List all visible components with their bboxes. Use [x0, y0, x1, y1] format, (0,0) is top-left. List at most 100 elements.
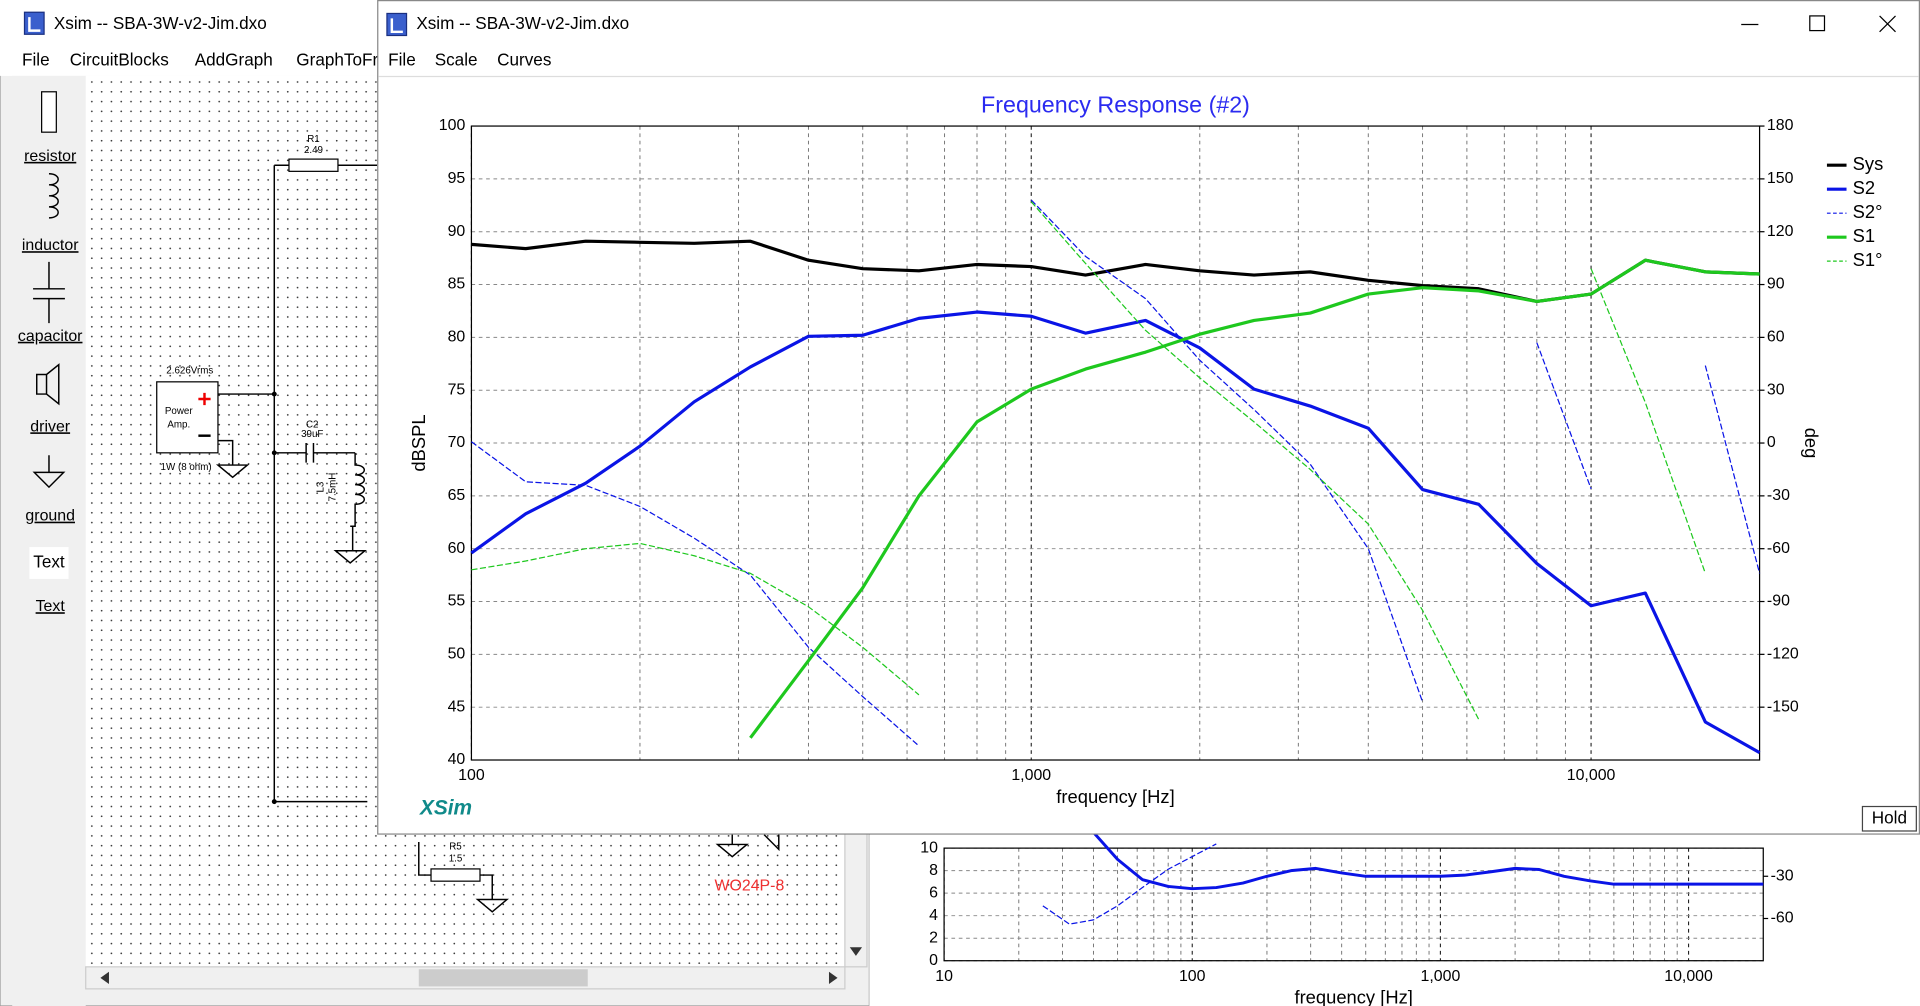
x-tick-label: 10,000	[1567, 767, 1616, 784]
legend-label: S1	[1853, 225, 1875, 246]
part-label: C2	[306, 419, 319, 430]
part-value: 1W (8 ohm)	[161, 462, 212, 473]
plus-sign	[198, 392, 211, 406]
hold-label[interactable]: Hold	[1872, 807, 1907, 827]
y-tick-label: 65	[448, 487, 466, 504]
tool-button[interactable]: driver	[30, 418, 70, 435]
menu-item[interactable]: Curves	[497, 50, 551, 70]
x-axis-label: frequency [Hz]	[1294, 987, 1412, 1006]
part-value: 2.626Vrms	[166, 365, 213, 376]
r1	[288, 158, 339, 172]
x-tick-label: 10,000	[1664, 968, 1713, 985]
app-icon-glyph	[28, 17, 41, 32]
x-tick-label: 10	[935, 968, 953, 985]
maximize-button[interactable]	[1809, 15, 1826, 32]
y2-tick-label: -30	[1771, 867, 1794, 884]
part-label: R5	[449, 841, 462, 852]
r5	[430, 868, 481, 882]
text-tool-box	[29, 547, 69, 579]
y-tick-label: 50	[448, 646, 466, 663]
series-line	[471, 199, 1761, 747]
y-tick-label: 80	[448, 329, 466, 346]
plot: 100 1,000 10,000 40 45 50 55 60 65 70 75 80 85 90 95 10…	[408, 92, 1883, 807]
plot: 10 100 1,000 10,000 0 2 4 6 8 10 -30 -60 frequency […	[920, 831, 1794, 1006]
legend-label: S2	[1853, 177, 1875, 198]
app-icon-glyph	[390, 18, 403, 34]
series-line	[1042, 843, 1217, 925]
tool-button[interactable]: ground	[25, 508, 75, 525]
menu-item[interactable]: GraphToFr	[296, 50, 378, 70]
x-tick-label: 1,000	[1011, 767, 1051, 784]
scroll-arrow[interactable]	[849, 947, 863, 956]
series-line	[471, 201, 1706, 720]
x-axis-label: frequency [Hz]	[1056, 786, 1174, 807]
y2-tick-label: 120	[1767, 223, 1794, 240]
driver-model: WO24P-8	[714, 877, 784, 894]
series-line	[749, 258, 1760, 739]
plot-area	[944, 848, 1764, 961]
ground-icon	[32, 455, 66, 489]
hold-button[interactable]	[1861, 805, 1917, 832]
y-tick-label: 4	[929, 907, 938, 924]
part-value: 1.5	[449, 854, 463, 865]
y-axis-label: dBSPL	[408, 414, 429, 471]
ground	[333, 549, 367, 564]
driver-icon	[36, 363, 60, 406]
part-value: 7.5mH	[328, 473, 339, 502]
part-label: R1	[307, 134, 320, 145]
y-tick-label: 10	[920, 839, 938, 856]
tool-button[interactable]: capacitor	[18, 328, 83, 345]
menu-item[interactable]: Scale	[435, 50, 478, 70]
y-tick-label: 70	[448, 434, 466, 451]
y-tick-label: 6	[929, 884, 938, 901]
y-tick-label: 85	[448, 276, 466, 293]
y2-tick-label: 150	[1767, 170, 1794, 187]
tool-button[interactable]: Text	[33, 552, 65, 572]
tool-button[interactable]: resistor	[24, 148, 77, 165]
y2-axis-label: deg	[1801, 428, 1822, 459]
menu-item[interactable]: File	[22, 50, 50, 70]
part-label: Power	[165, 406, 193, 417]
y-tick-label: 60	[448, 540, 466, 557]
capacitor-icon	[33, 261, 65, 324]
menu-item[interactable]: CircuitBlocks	[70, 50, 169, 70]
part-value: 39uF	[301, 429, 323, 440]
y-tick-label: 8	[929, 862, 938, 879]
menu-item[interactable]: AddGraph	[195, 50, 273, 70]
close-button[interactable]	[1879, 15, 1896, 33]
window-title: Xsim -- SBA-3W-v2-Jim.dxo	[54, 13, 267, 33]
part-label: Amp.	[167, 419, 190, 430]
x-tick-label: 100	[1179, 968, 1206, 985]
y-tick-label: 40	[448, 751, 466, 768]
inductor-icon	[48, 173, 59, 219]
menu-item[interactable]: File	[388, 50, 416, 70]
c2	[305, 443, 315, 463]
tool-button[interactable]: inductor	[22, 237, 79, 254]
part-label: L3	[315, 481, 326, 492]
y-tick-label: 2	[929, 929, 938, 946]
node	[271, 799, 277, 805]
series-line	[1092, 831, 1764, 891]
legend-label: S2°	[1853, 201, 1883, 222]
ground	[215, 464, 250, 479]
y2-tick-label: 180	[1767, 117, 1794, 134]
y2-tick-label: -120	[1767, 646, 1799, 663]
resistor-icon	[41, 91, 57, 133]
tool-button[interactable]: Text	[36, 598, 66, 615]
node	[271, 391, 277, 397]
y-tick-label: 45	[448, 698, 466, 715]
y-tick-label: 95	[448, 170, 466, 187]
scroll-thumb[interactable]	[418, 969, 588, 987]
x-tick-label: 1,000	[1420, 968, 1460, 985]
y2-tick-label: -60	[1771, 910, 1794, 927]
plot-border	[470, 125, 1761, 761]
impedance-window: 10 100 1,000 10,000 0 2 4 6 8 10 -30 -60 frequency […	[869, 831, 1920, 1006]
y-tick-label: 0	[929, 952, 938, 969]
y-tick-label: 75	[448, 381, 466, 398]
node	[271, 450, 277, 456]
y2-tick-label: 0	[1767, 434, 1776, 451]
graph-window: Xsim -- SBA-3W-v2-Jim.dxo File Scale Cur…	[377, 0, 1920, 835]
